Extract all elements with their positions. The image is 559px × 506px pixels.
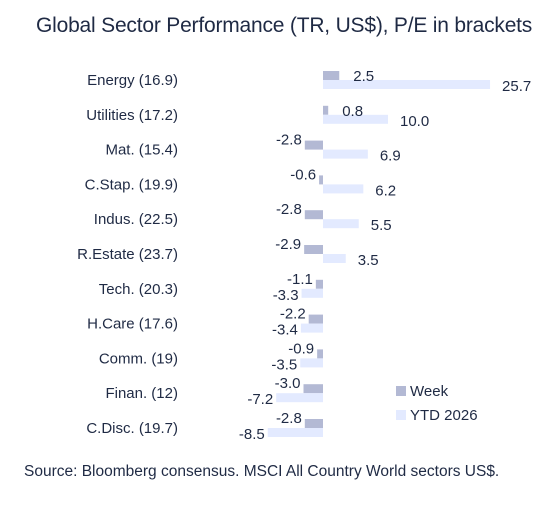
ytd-value-label-tech-20-3: -3.3 — [273, 287, 299, 304]
week-value-label-utilities-17-2: 0.8 — [342, 103, 363, 120]
week-value-label-finan-12: -3.0 — [275, 375, 301, 392]
ytd-value-label-finan-12: -7.2 — [247, 391, 273, 408]
legend-label-week: Week — [410, 383, 449, 400]
week-bar-energy-16-9 — [323, 71, 340, 80]
week-value-label-indus-22-5: -2.8 — [276, 201, 302, 218]
legend-swatch-ytd — [396, 410, 406, 420]
ytd-value-label-c-stap-19-9: 6.2 — [375, 182, 396, 199]
ytd-value-label-comm-19: -3.5 — [271, 356, 297, 373]
category-label-tech-20-3: Tech. (20.3) — [99, 281, 178, 298]
week-bar-mat-15-4 — [304, 140, 323, 150]
ytd-bar-c-disc-19-7 — [267, 428, 323, 437]
legend-swatch-week — [396, 386, 406, 396]
ytd-bar-h-care-17-6 — [300, 323, 323, 333]
week-bar-h-care-17-6 — [308, 314, 323, 324]
ytd-bar-tech-20-3 — [301, 288, 323, 298]
ytd-bar-finan-12 — [276, 393, 323, 403]
chart-title: Global Sector Performance (TR, US$), P/E… — [36, 14, 533, 37]
week-value-label-energy-16-9: 2.5 — [353, 68, 374, 85]
ytd-value-label-c-disc-19-7: -8.5 — [239, 426, 265, 443]
ytd-value-label-energy-16-9: 25.7 — [502, 78, 531, 95]
ytd-bar-mat-15-4 — [323, 149, 368, 159]
ytd-bar-energy-16-9 — [323, 80, 491, 89]
category-label-indus-22-5: Indus. (22.5) — [94, 211, 178, 228]
week-bar-finan-12 — [303, 384, 323, 394]
category-label-r-estate-23-7: R.Estate (23.7) — [77, 246, 178, 263]
source-note: Source: Bloomberg consensus. MSCI All Co… — [24, 463, 500, 480]
ytd-value-label-mat-15-4: 6.9 — [380, 148, 401, 165]
ytd-bar-r-estate-23-7 — [323, 254, 346, 263]
ytd-bar-utilities-17-2 — [323, 114, 388, 124]
week-bar-r-estate-23-7 — [304, 245, 323, 254]
ytd-value-label-h-care-17-6: -3.4 — [272, 322, 298, 339]
ytd-bar-comm-19 — [300, 358, 323, 368]
week-value-label-mat-15-4: -2.8 — [276, 132, 302, 149]
category-label-c-disc-19-7: C.Disc. (19.7) — [86, 420, 178, 437]
ytd-value-label-utilities-17-2: 10.0 — [400, 113, 429, 130]
category-label-mat-15-4: Mat. (15.4) — [105, 142, 178, 159]
ytd-value-label-indus-22-5: 5.5 — [371, 217, 392, 234]
week-value-label-r-estate-23-7: -2.9 — [275, 236, 301, 253]
week-bar-utilities-17-2 — [323, 105, 329, 115]
week-value-label-c-stap-19-9: -0.6 — [290, 166, 316, 183]
category-label-c-stap-19-9: C.Stap. (19.9) — [85, 176, 178, 193]
category-label-utilities-17-2: Utilities (17.2) — [86, 107, 178, 124]
ytd-value-label-r-estate-23-7: 3.5 — [358, 252, 379, 269]
week-value-label-h-care-17-6: -2.2 — [280, 306, 306, 323]
category-label-comm-19: Comm. (19) — [99, 350, 178, 367]
ytd-bar-c-stap-19-9 — [323, 184, 364, 194]
week-bar-comm-19 — [317, 349, 323, 359]
week-value-label-c-disc-19-7: -2.8 — [276, 410, 302, 427]
week-bar-c-disc-19-7 — [304, 419, 323, 428]
week-bar-c-stap-19-9 — [319, 175, 323, 185]
category-label-h-care-17-6: H.Care (17.6) — [87, 316, 178, 333]
legend-label-ytd: YTD 2026 — [410, 407, 478, 424]
week-value-label-comm-19: -0.9 — [288, 340, 314, 357]
week-bar-indus-22-5 — [304, 210, 323, 220]
week-value-label-tech-20-3: -1.1 — [287, 271, 313, 288]
week-bar-tech-20-3 — [315, 279, 323, 289]
ytd-bar-indus-22-5 — [323, 219, 359, 229]
category-label-energy-16-9: Energy (16.9) — [87, 72, 178, 89]
category-label-finan-12: Finan. (12) — [105, 385, 178, 402]
